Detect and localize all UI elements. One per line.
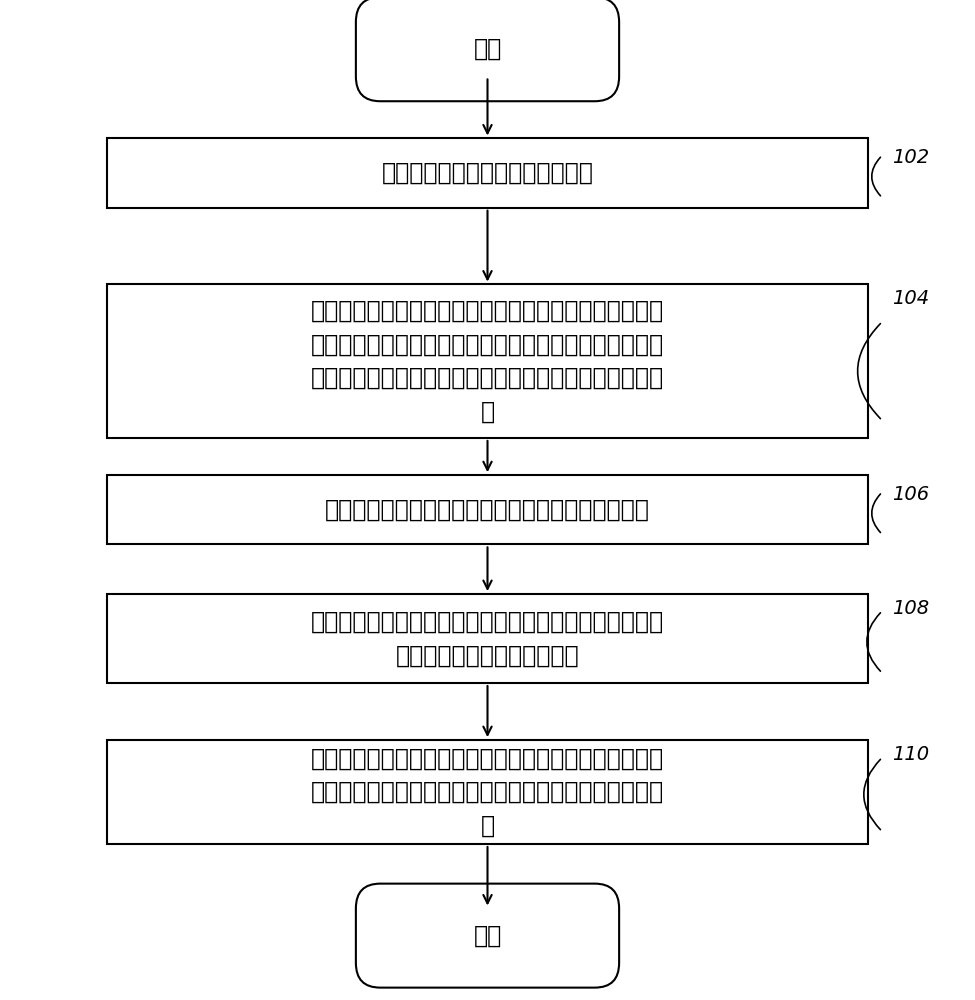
FancyBboxPatch shape bbox=[356, 0, 619, 101]
Text: 结束: 结束 bbox=[474, 924, 501, 948]
Text: 在管理信息区中获取配电业务数据: 在管理信息区中获取配电业务数据 bbox=[381, 161, 594, 185]
FancyBboxPatch shape bbox=[356, 884, 619, 988]
Text: 根据所述目标数据调度策略，确定每个所述存储位置的所
述配电业务数据的传输优先级: 根据所述目标数据调度策略，确定每个所述存储位置的所 述配电业务数据的传输优先级 bbox=[311, 610, 664, 667]
FancyBboxPatch shape bbox=[107, 475, 868, 544]
FancyBboxPatch shape bbox=[107, 594, 868, 683]
Text: 开始: 开始 bbox=[474, 37, 501, 61]
Text: 102: 102 bbox=[892, 148, 929, 167]
FancyBboxPatch shape bbox=[107, 138, 868, 208]
Text: 110: 110 bbox=[892, 745, 929, 764]
Text: 104: 104 bbox=[892, 289, 929, 308]
Text: 按照所述传输优先级从高到低的顺序，通过反向隔离装置
将每个所述存储位置的所述配电业务数据发送至生产控制
区: 按照所述传输优先级从高到低的顺序，通过反向隔离装置 将每个所述存储位置的所述配电… bbox=[311, 747, 664, 838]
Text: 根据调度策略选择信息，在多个数据调度策略中选择目标
数据调度策略，其中，所述多个数据调度策略包括数据优
先级传输策略、数据流量监测传输策略和数据打包传输策
略: 根据调度策略选择信息，在多个数据调度策略中选择目标 数据调度策略，其中，所述多个… bbox=[311, 299, 664, 423]
Text: 108: 108 bbox=[892, 599, 929, 618]
FancyBboxPatch shape bbox=[107, 284, 868, 438]
Text: 将所述配电业务数据分配至对应数据类型的存储位置: 将所述配电业务数据分配至对应数据类型的存储位置 bbox=[325, 498, 650, 522]
FancyBboxPatch shape bbox=[107, 740, 868, 844]
Text: 106: 106 bbox=[892, 485, 929, 504]
